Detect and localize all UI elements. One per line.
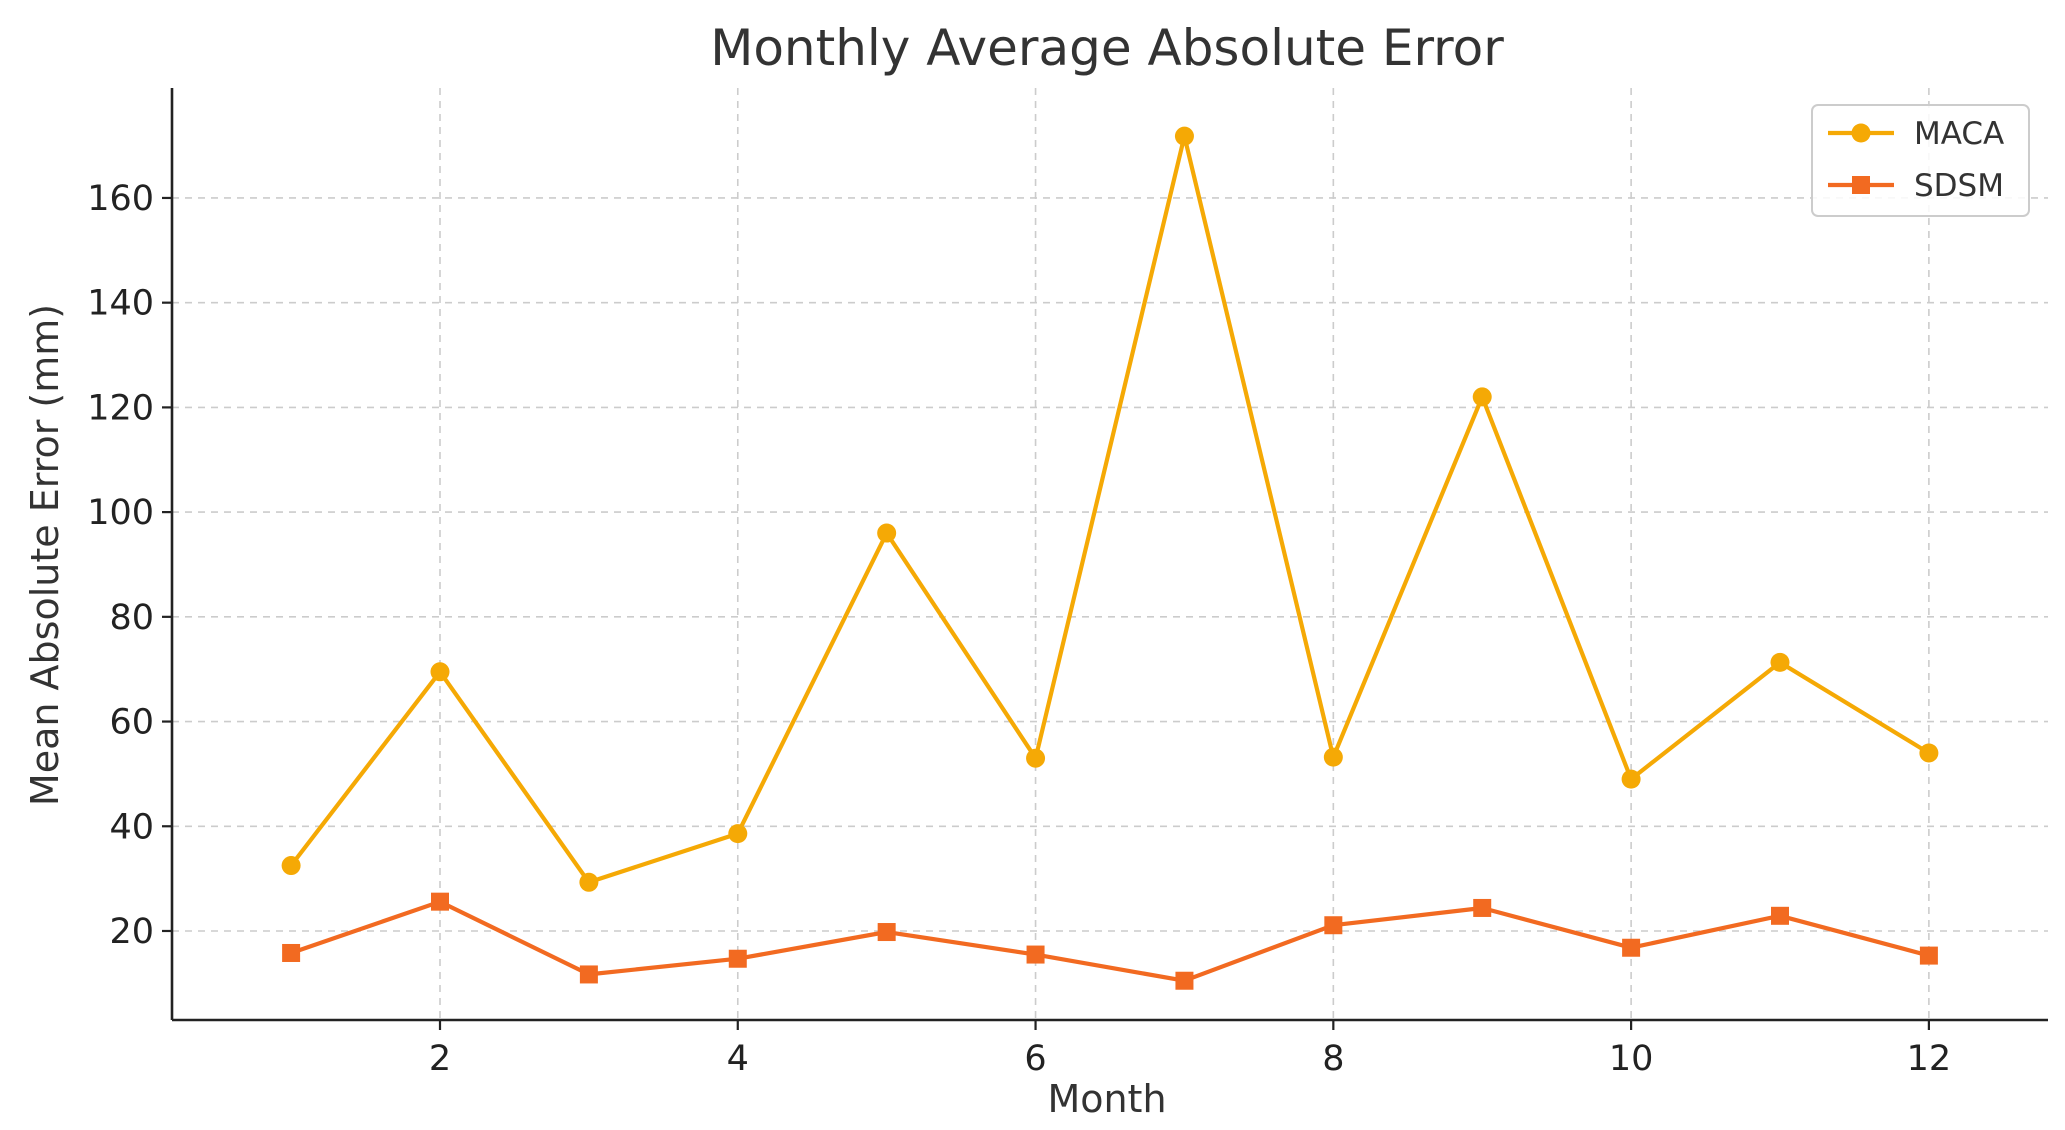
data-point-maca xyxy=(1472,387,1492,407)
data-point-maca xyxy=(1323,747,1343,767)
legend-marker-maca xyxy=(1851,123,1871,143)
data-point-maca xyxy=(579,872,599,892)
y-tick-label: 100 xyxy=(87,493,154,533)
data-point-maca xyxy=(1770,652,1790,672)
y-tick-label: 20 xyxy=(109,912,154,952)
data-point-maca xyxy=(281,856,301,876)
data-point-maca xyxy=(1621,769,1641,789)
legend-items: MACA SDSM xyxy=(1828,116,2004,204)
data-point-sdsm xyxy=(1622,938,1641,957)
legend-item-maca: MACA xyxy=(1828,116,2004,152)
series-layer xyxy=(281,126,1939,990)
series-maca xyxy=(281,126,1939,892)
data-point-maca xyxy=(728,824,748,844)
data-point-maca xyxy=(430,662,450,682)
data-point-sdsm xyxy=(1175,971,1194,990)
data-point-sdsm xyxy=(1771,906,1789,925)
data-point-sdsm xyxy=(1919,946,1938,965)
data-point-maca xyxy=(1919,743,1939,763)
data-point-sdsm xyxy=(1473,898,1492,917)
series-sdsm xyxy=(282,892,1938,990)
chart-title: Monthly Average Absolute Error xyxy=(710,19,1504,77)
y-tick-label: 120 xyxy=(87,388,154,428)
x-tick-label: 4 xyxy=(727,1039,749,1079)
y-axis-label: Mean Absolute Error (mm) xyxy=(23,304,67,806)
legend-label-sdsm: SDSM xyxy=(1914,168,2004,204)
data-point-sdsm xyxy=(728,949,747,968)
series-line-sdsm xyxy=(289,899,1932,983)
data-point-maca xyxy=(1026,748,1046,768)
data-point-sdsm xyxy=(1324,916,1343,935)
y-tick-label: 80 xyxy=(109,598,154,638)
data-point-maca xyxy=(1174,126,1194,146)
grid xyxy=(172,88,2048,1020)
y-tick-label: 140 xyxy=(87,284,154,324)
data-point-maca xyxy=(877,523,897,543)
legend-marker-sdsm xyxy=(1852,176,1870,194)
x-tick-label: 2 xyxy=(429,1039,451,1079)
x-tick-label: 10 xyxy=(1609,1039,1654,1079)
y-tick-label: 40 xyxy=(109,807,154,847)
legend: MACA SDSM xyxy=(1811,104,2030,217)
y-tick-label: 160 xyxy=(87,179,154,219)
data-point-sdsm xyxy=(282,943,301,962)
x-tick-label: 8 xyxy=(1322,1039,1344,1079)
axes: 2 4 6 8 10 12 20 40 60 80 100 120 140 160 xyxy=(87,88,2048,1079)
legend-item-sdsm: SDSM xyxy=(1828,168,2004,204)
data-point-sdsm xyxy=(877,923,896,942)
series-line-maca xyxy=(289,134,1932,885)
legend-label-maca: MACA xyxy=(1914,116,2004,152)
y-tick-label: 60 xyxy=(109,703,154,743)
data-point-sdsm xyxy=(579,965,598,984)
data-point-sdsm xyxy=(431,892,449,911)
data-point-sdsm xyxy=(1026,945,1045,964)
x-axis-label: Month xyxy=(1047,1077,1166,1121)
x-tick-label: 6 xyxy=(1024,1039,1046,1079)
x-tick-label: 12 xyxy=(1907,1039,1952,1079)
